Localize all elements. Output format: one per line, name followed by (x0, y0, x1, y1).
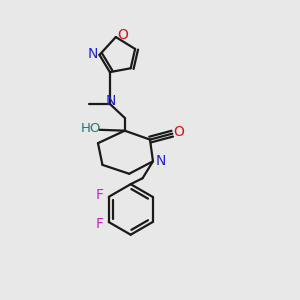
Text: O: O (173, 125, 184, 140)
Text: F: F (95, 217, 103, 231)
Text: N: N (155, 154, 166, 168)
Text: F: F (95, 188, 103, 202)
Text: N: N (105, 94, 116, 108)
Text: O: O (117, 28, 128, 42)
Text: N: N (88, 47, 98, 61)
Text: HO: HO (80, 122, 101, 134)
